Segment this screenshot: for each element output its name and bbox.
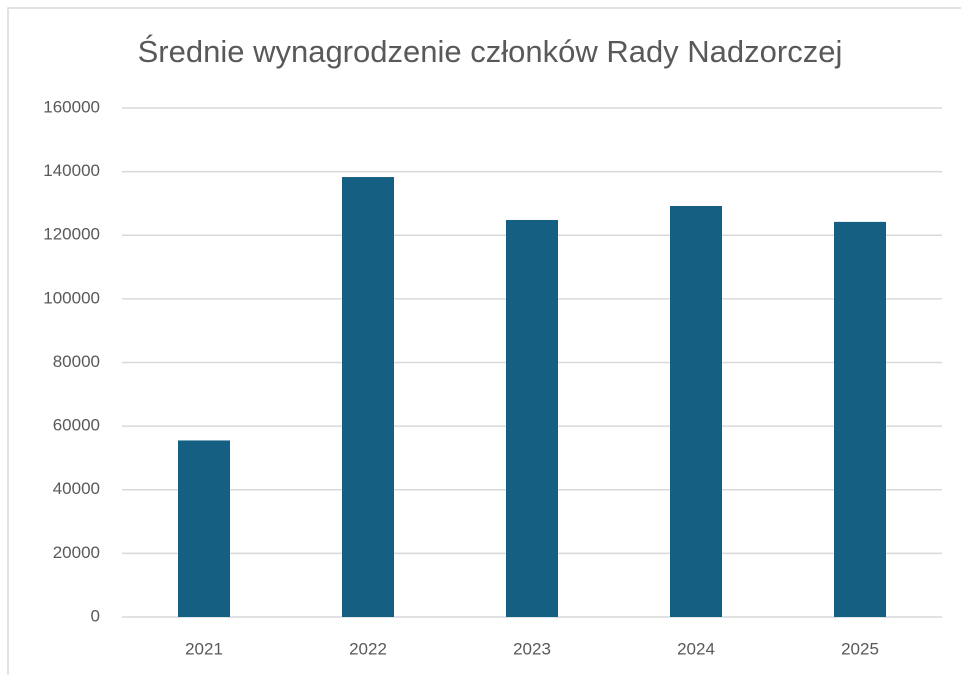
- x-tick-label: 2025: [841, 639, 879, 658]
- bar: [670, 205, 722, 618]
- y-tick-label: 0: [91, 606, 100, 625]
- bar: [506, 219, 558, 618]
- x-tick-label: 2023: [513, 639, 551, 658]
- y-tick-label: 80000: [53, 352, 100, 371]
- bar: [342, 177, 394, 617]
- bar: [178, 440, 230, 617]
- x-tick-label: 2021: [185, 639, 223, 658]
- chart-border: [7, 7, 961, 675]
- x-tick-label: 2024: [677, 639, 715, 658]
- y-tick-label: 20000: [53, 543, 100, 562]
- y-tick-label: 100000: [43, 288, 100, 307]
- y-tick-label: 140000: [43, 161, 100, 180]
- bar: [834, 221, 886, 618]
- y-tick-label: 40000: [53, 479, 100, 498]
- y-tick-label: 160000: [43, 97, 100, 116]
- x-tick-label: 2022: [349, 639, 387, 658]
- y-tick-label: 60000: [53, 416, 100, 435]
- y-tick-label: 120000: [43, 225, 100, 244]
- chart-title: Średnie wynagrodzenie członków Rady Nadz…: [138, 33, 843, 69]
